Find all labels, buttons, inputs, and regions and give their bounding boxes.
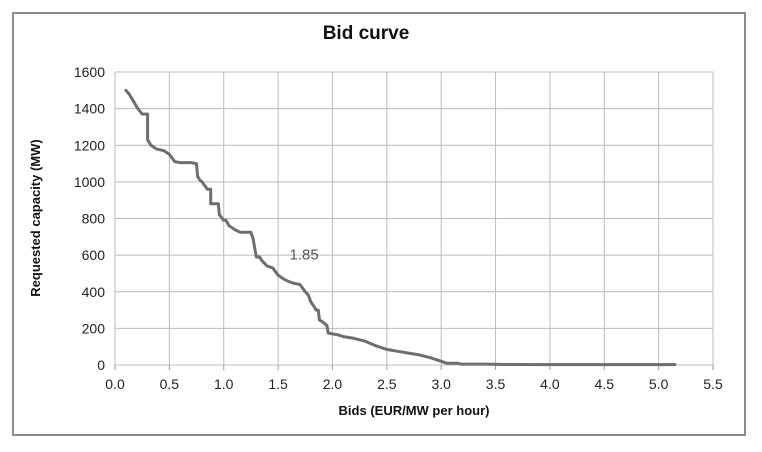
series-layer [124, 88, 677, 367]
annotation-label: 1.85 [290, 247, 319, 264]
y-tick-label: 800 [82, 211, 106, 227]
y-tick-label: 1200 [74, 137, 105, 153]
x-tick-labels: 0.0 0.5 1.0 1.5 2.0 2.5 3.0 3.5 4.0 4.5 5.0 5.5 [105, 376, 723, 392]
x-tick-label: 3.0 [431, 376, 451, 392]
x-tick-label: 1.5 [268, 376, 288, 392]
chart-title: Bid curve [323, 23, 410, 44]
series-line [124, 88, 677, 367]
y-tick-label: 1400 [74, 101, 105, 117]
x-axis-label: Bids (EUR/MW per hour) [339, 403, 490, 418]
x-tick-label: 1.0 [214, 376, 234, 392]
x-tick-label: 5.5 [703, 376, 723, 392]
y-tick-label: 200 [82, 320, 106, 336]
x-tick-label: 0.0 [105, 376, 125, 392]
x-tick-label: 0.5 [160, 376, 180, 392]
y-tick-label: 0 [97, 357, 105, 373]
y-tick-labels: 0 200 400 600 800 1000 1200 1400 1600 [74, 64, 105, 373]
y-tick-label: 1600 [74, 64, 105, 80]
x-tick-label: 4.5 [595, 376, 615, 392]
grid [114, 71, 714, 370]
x-tick-label: 2.5 [377, 376, 397, 392]
y-tick-label: 600 [82, 247, 106, 263]
y-tick-label: 400 [82, 284, 106, 300]
x-tick-label: 5.0 [649, 376, 669, 392]
x-tick-label: 3.5 [486, 376, 506, 392]
x-tick-label: 2.0 [323, 376, 343, 392]
y-axis-label: Requested capacity (MW) [28, 139, 43, 296]
x-tick-label: 4.0 [540, 376, 560, 392]
y-tick-label: 1000 [74, 174, 105, 190]
